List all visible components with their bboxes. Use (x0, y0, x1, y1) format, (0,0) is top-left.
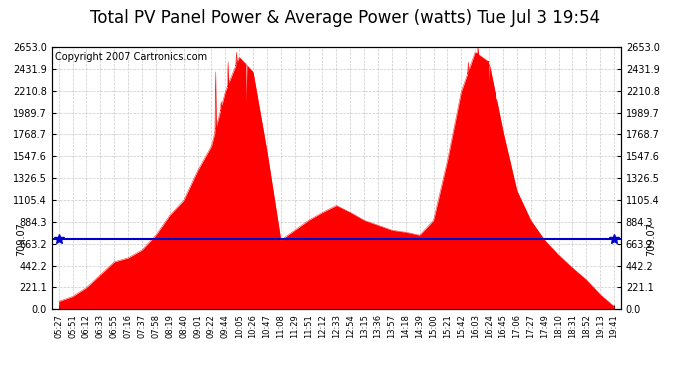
Text: 709.07: 709.07 (16, 222, 26, 256)
Text: Copyright 2007 Cartronics.com: Copyright 2007 Cartronics.com (55, 52, 207, 62)
Text: 709.07: 709.07 (647, 222, 657, 256)
Text: Total PV Panel Power & Average Power (watts) Tue Jul 3 19:54: Total PV Panel Power & Average Power (wa… (90, 9, 600, 27)
